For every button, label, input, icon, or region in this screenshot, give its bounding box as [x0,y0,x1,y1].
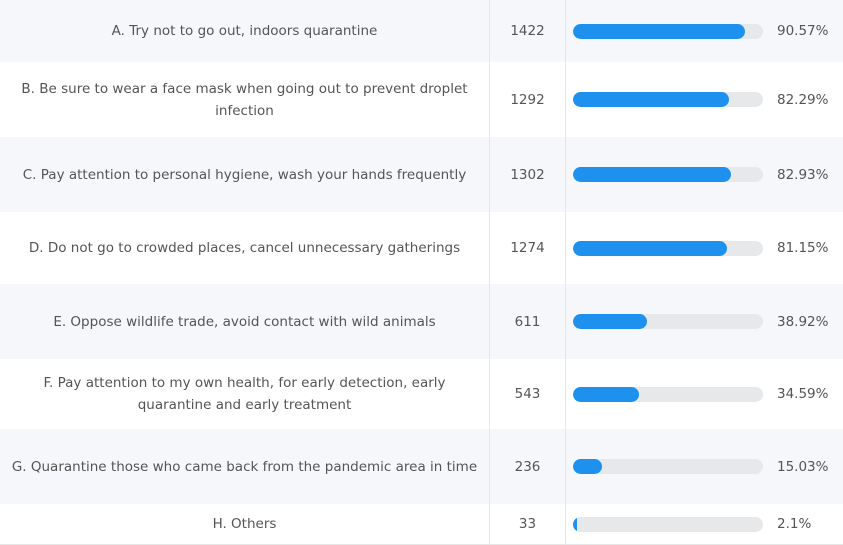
option-count: 611 [490,284,566,359]
option-percent: 81.15% [777,240,829,256]
table-row: F. Pay attention to my own health, for e… [0,359,843,430]
option-count: 1292 [490,62,566,137]
option-percent: 90.57% [777,23,829,39]
option-label: F. Pay attention to my own health, for e… [0,359,490,429]
option-count: 543 [490,359,566,429]
bar-fill [573,386,639,402]
option-label: A. Try not to go out, indoors quarantine [0,0,490,62]
bar-cell [565,504,770,544]
bar-fill [573,516,577,532]
option-label: H. Others [0,504,490,544]
bar-fill [573,240,728,256]
bar-cell [565,137,770,212]
bar-fill [573,167,731,182]
bar-track [573,459,763,474]
option-label: G. Quarantine those who came back from t… [0,429,490,504]
bar-fill [573,314,647,329]
bar-cell [565,0,770,62]
option-percent: 82.93% [777,166,829,183]
bar-fill [573,459,602,474]
option-count: 33 [490,504,566,544]
table-row: E. Oppose wildlife trade, avoid contact … [0,284,843,360]
bar-track [573,167,763,182]
bar-cell [565,212,770,284]
option-label: C. Pay attention to personal hygiene, wa… [0,137,490,212]
table-row: G. Quarantine those who came back from t… [0,429,843,505]
option-label: E. Oppose wildlife trade, avoid contact … [0,284,490,359]
option-count: 1302 [490,137,566,212]
option-percent: 2.1% [777,516,812,532]
option-percent: 15.03% [777,458,829,475]
option-percent: 34.59% [777,386,829,402]
bar-cell [565,359,770,429]
bar-fill [573,23,746,39]
bar-track [573,516,763,532]
table-row: C. Pay attention to personal hygiene, wa… [0,137,843,213]
option-percent: 82.29% [777,91,829,108]
option-count: 1274 [490,212,566,284]
bar-cell [565,429,770,504]
table-row: H. Others 33 2.1% [0,504,843,545]
option-count: 236 [490,429,566,504]
bar-track [573,23,763,39]
bar-track [573,92,763,107]
option-label: D. Do not go to crowded places, cancel u… [0,212,490,284]
bar-track [573,386,763,402]
table-row: D. Do not go to crowded places, cancel u… [0,212,843,285]
option-count: 1422 [490,0,566,62]
bar-track [573,240,763,256]
bar-cell [565,62,770,137]
table-row: B. Be sure to wear a face mask when goin… [0,62,843,138]
bar-track [573,314,763,329]
table-row: A. Try not to go out, indoors quarantine… [0,0,843,63]
bar-cell [565,284,770,359]
bar-fill [573,92,730,107]
option-percent: 38.92% [777,313,829,330]
option-label: B. Be sure to wear a face mask when goin… [0,62,490,137]
